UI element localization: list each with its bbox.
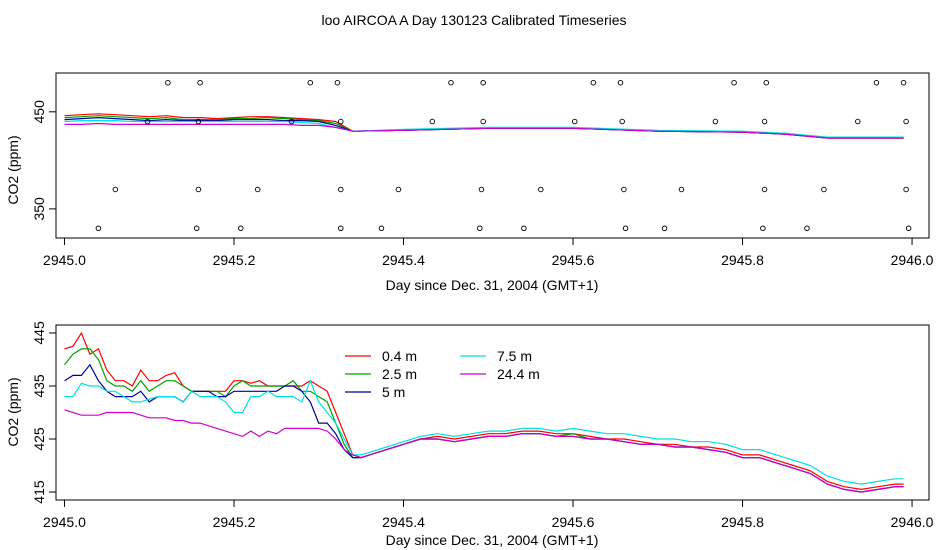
legend: 0.4 m 2.5 m 5 m 7.5 m 24.4 m [345, 348, 540, 400]
y-tick-label: 415 [31, 480, 47, 504]
x-tick-label: 2946.0 [891, 252, 934, 268]
calibration-point [821, 186, 827, 193]
y-tick-label: 450 [31, 100, 47, 124]
calibration-point [193, 225, 200, 232]
x-tick-label: 2945.4 [382, 252, 425, 268]
calibration-point [477, 225, 483, 232]
bottom-panel: 2945.0 2945.2 2945.4 2945.6 2945.8 2946.0 415… [5, 321, 934, 548]
top-x-ticks: 2945.0 2945.2 2945.4 2945.6 2945.8 2946.0 [43, 237, 934, 268]
calibration-point [590, 79, 597, 86]
x-tick-label: 2945.0 [43, 252, 86, 268]
calibration-point [195, 186, 202, 193]
x-tick-label: 2945.8 [721, 514, 764, 530]
calibration-point [480, 79, 486, 86]
top-markers-group [95, 79, 912, 232]
y-tick-label: 350 [31, 197, 47, 221]
calibration-point [112, 186, 119, 193]
calibration-point [197, 79, 203, 86]
calibration-point [622, 225, 629, 232]
legend-label: 0.4 m [382, 348, 417, 364]
calibration-point [712, 118, 719, 125]
x-tick-label: 2945.6 [552, 252, 595, 268]
calibration-point [195, 118, 202, 125]
calibration-point [900, 79, 907, 86]
calibration-point [338, 186, 344, 193]
series-line-5 [64, 409, 904, 493]
calibration-point [661, 225, 668, 232]
legend-label: 5 m [382, 384, 405, 400]
calibration-point [338, 118, 344, 125]
y-tick-label: 445 [31, 321, 47, 345]
calibration-point [761, 118, 768, 125]
calibration-point [429, 118, 436, 125]
calibration-point [338, 225, 344, 232]
calibration-point [855, 118, 861, 125]
calibration-point [678, 186, 685, 193]
legend-label: 24.4 m [497, 366, 540, 382]
x-tick-label: 2945.8 [721, 252, 764, 268]
calibration-point [144, 118, 151, 125]
calibration-point [804, 225, 810, 232]
calibration-point [478, 186, 485, 193]
calibration-point [95, 225, 102, 232]
bottom-y-ticks: 415 425 435 445 [31, 321, 57, 504]
calibration-point [873, 79, 880, 86]
legend-label: 7.5 m [497, 348, 532, 364]
x-tick-label: 2946.0 [891, 514, 934, 530]
calibration-point [761, 186, 768, 193]
x-tick-label: 2945.4 [382, 514, 425, 530]
bottom-x-axis-label: Day since Dec. 31, 2004 (GMT+1) [386, 532, 599, 548]
calibration-point [731, 79, 737, 86]
series-line-3 [64, 363, 904, 493]
top-panel: 2945.0 2945.2 2945.4 2945.6 2945.8 2946.0 350… [5, 72, 934, 293]
calibration-point [307, 79, 314, 86]
calibration-point [238, 225, 244, 232]
x-tick-label: 2945.2 [213, 514, 256, 530]
calibration-point [334, 79, 341, 86]
calibration-point [538, 186, 544, 193]
calibration-point [448, 79, 454, 86]
calibration-point [521, 225, 527, 232]
top-y-axis-label: CO2 (ppm) [5, 135, 21, 204]
top-x-axis-label: Day since Dec. 31, 2004 (GMT+1) [386, 277, 599, 293]
figure-title: loo AIRCOA A Day 130123 Calibrated Times… [321, 12, 626, 28]
calibration-point [165, 79, 171, 86]
top-series-group [64, 113, 904, 139]
calibration-point [395, 186, 402, 193]
calibration-point [905, 225, 912, 232]
calibration-point [378, 225, 385, 232]
calibration-point [480, 118, 486, 125]
series-line-4 [64, 379, 904, 485]
calibration-point [571, 118, 578, 125]
calibration-point [288, 118, 295, 125]
legend-label: 2.5 m [382, 366, 417, 382]
series-line-2 [64, 348, 904, 493]
calibration-point [619, 118, 625, 125]
y-tick-label: 435 [31, 374, 47, 398]
top-y-ticks: 350 450 [31, 100, 57, 221]
calibration-point [903, 118, 909, 125]
calibration-point [763, 79, 770, 86]
x-tick-label: 2945.6 [552, 514, 595, 530]
calibration-point [903, 186, 909, 193]
y-tick-label: 425 [31, 427, 47, 451]
bottom-y-axis-label: CO2 (ppm) [5, 377, 21, 446]
series-line-4 [64, 119, 904, 138]
bottom-x-ticks: 2945.0 2945.2 2945.4 2945.6 2945.8 2946.0 [43, 499, 934, 530]
series-line-5 [64, 122, 904, 139]
x-tick-label: 2945.2 [213, 252, 256, 268]
calibration-point [760, 225, 766, 232]
calibration-point [617, 79, 624, 86]
top-plot-frame [55, 72, 930, 239]
x-tick-label: 2945.0 [43, 514, 86, 530]
bottom-plot-frame [55, 324, 930, 501]
bottom-series-group [64, 331, 904, 493]
calibration-point [621, 186, 627, 193]
calibration-point [254, 186, 261, 193]
